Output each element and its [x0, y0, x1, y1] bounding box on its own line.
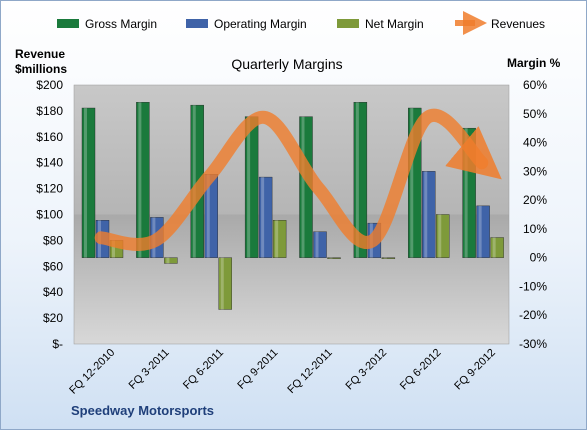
bar-gross-margin — [136, 102, 150, 258]
bar-highlight-net-margin — [438, 214, 442, 258]
legend-label-net-margin: Net Margin — [365, 17, 424, 31]
bar-highlight-gross-margin — [301, 116, 305, 258]
bar-highlight-gross-margin — [247, 116, 251, 258]
right-tick-label: 30% — [523, 164, 547, 178]
legend-label-gross-margin: Gross Margin — [85, 17, 157, 31]
bar-net-margin — [381, 257, 396, 259]
bar-highlight-operating-margin — [424, 171, 428, 258]
revenue-series — [94, 108, 502, 251]
left-axis-label: Revenue — [15, 47, 65, 61]
right-tick-label: 10% — [523, 222, 547, 236]
category-label: FQ 3-2011 — [127, 347, 172, 392]
legend-item-revenues[interactable]: Revenues — [455, 11, 545, 35]
revenue-line — [94, 108, 502, 251]
revenue-point — [481, 162, 482, 163]
revenue-point — [209, 175, 210, 176]
revenue-point — [318, 188, 319, 189]
revenue-point — [101, 237, 102, 238]
bar-highlight-net-margin — [112, 240, 115, 258]
bar-gross-margin — [244, 116, 259, 258]
bar-net-margin — [327, 257, 341, 259]
legend-label-revenues: Revenues — [491, 17, 545, 31]
bar-highlight-operating-margin — [261, 177, 265, 258]
bar-highlight-gross-margin — [464, 128, 468, 258]
company-name: Speedway Motorsports — [71, 403, 214, 418]
right-tick-label: 40% — [523, 136, 547, 150]
bar-operating-margin — [422, 171, 436, 258]
left-tick-label: $- — [52, 337, 63, 351]
left-tick-label: $160 — [36, 130, 63, 144]
revenue-point — [155, 240, 156, 241]
left-tick-label: $20 — [43, 311, 63, 325]
left-tick-label: $200 — [36, 78, 63, 92]
bar-operating-margin — [313, 231, 327, 258]
right-tick-label: 60% — [523, 78, 547, 92]
legend-label-operating-margin: Operating Margin — [214, 17, 307, 31]
bar-operating-margin — [476, 205, 490, 258]
category-label: FQ 9-2012 — [452, 347, 498, 393]
legend: Gross Margin Operating Margin Net Margin… — [57, 11, 545, 35]
bar-highlight-gross-margin — [355, 102, 359, 258]
right-axis: -30% -20% -10% 0% 10% 20% 30% 40% 50% 60% — [519, 78, 547, 351]
category-axis: FQ 12-2010 FQ 3-2011 FQ 6-2011 FQ 9-2011 FQ … — [67, 347, 498, 397]
left-tick-label: $120 — [36, 182, 63, 196]
bar-highlight-gross-margin — [84, 108, 87, 258]
right-tick-label: 0% — [530, 251, 548, 265]
bar-gross-margin — [81, 107, 96, 258]
right-tick-label: 20% — [523, 193, 547, 207]
category-label: FQ 12-2011 — [285, 347, 334, 396]
left-tick-label: $60 — [43, 259, 63, 273]
legend-item-net-margin[interactable]: Net Margin — [337, 17, 424, 31]
bar-net-margin — [436, 214, 450, 258]
category-label: FQ 3-2012 — [344, 347, 390, 393]
legend-item-gross-margin[interactable]: Gross Margin — [57, 17, 157, 31]
bar-gross-margin — [353, 102, 368, 258]
left-tick-label: $100 — [36, 208, 63, 222]
category-label: FQ 12-2010 — [67, 347, 117, 397]
right-tick-label: 50% — [523, 107, 547, 121]
bar-highlight-operating-margin — [206, 174, 210, 258]
right-tick-label: -10% — [519, 279, 547, 293]
bar-highlight-net-margin — [383, 257, 387, 259]
bar-net-margin — [218, 257, 232, 310]
bar-highlight-net-margin — [166, 257, 170, 264]
right-tick-label: -20% — [519, 308, 547, 322]
left-tick-label: $40 — [43, 285, 63, 299]
bar-highlight-operating-margin — [478, 205, 482, 258]
left-tick-label: $80 — [43, 233, 63, 247]
left-tick-label: $180 — [36, 104, 63, 118]
category-label: FQ 6-2012 — [398, 347, 444, 393]
left-axis-label-units: $millions — [15, 62, 67, 76]
category-label: FQ 9-2011 — [235, 347, 280, 392]
bar-highlight-gross-margin — [192, 105, 196, 258]
bar-highlight-net-margin — [220, 257, 224, 310]
bar-highlight-operating-margin — [315, 231, 319, 258]
bar-highlight-net-margin — [329, 257, 333, 259]
revenue-point — [427, 117, 428, 118]
category-label: FQ 6-2011 — [181, 347, 226, 392]
right-axis-label: Margin % — [507, 56, 561, 70]
left-axis: $- $20 $40 $60 $80 $100 $120 $140 $160 $180 $200 — [36, 78, 63, 351]
revenue-point — [373, 240, 374, 241]
bar-net-margin — [164, 257, 178, 264]
bar-highlight-net-margin — [275, 220, 279, 258]
bar-highlight-net-margin — [492, 237, 496, 258]
bar-net-margin — [490, 237, 504, 258]
revenue-point — [264, 117, 265, 118]
legend-item-operating-margin[interactable]: Operating Margin — [186, 17, 307, 31]
right-tick-label: -30% — [519, 337, 547, 351]
left-tick-label: $140 — [36, 156, 63, 170]
bar-net-margin — [272, 220, 287, 258]
bar-highlight-gross-margin — [410, 108, 414, 258]
bar-highlight-gross-margin — [138, 102, 142, 258]
chart-title: Quarterly Margins — [231, 56, 342, 72]
bar-operating-margin — [258, 176, 273, 258]
